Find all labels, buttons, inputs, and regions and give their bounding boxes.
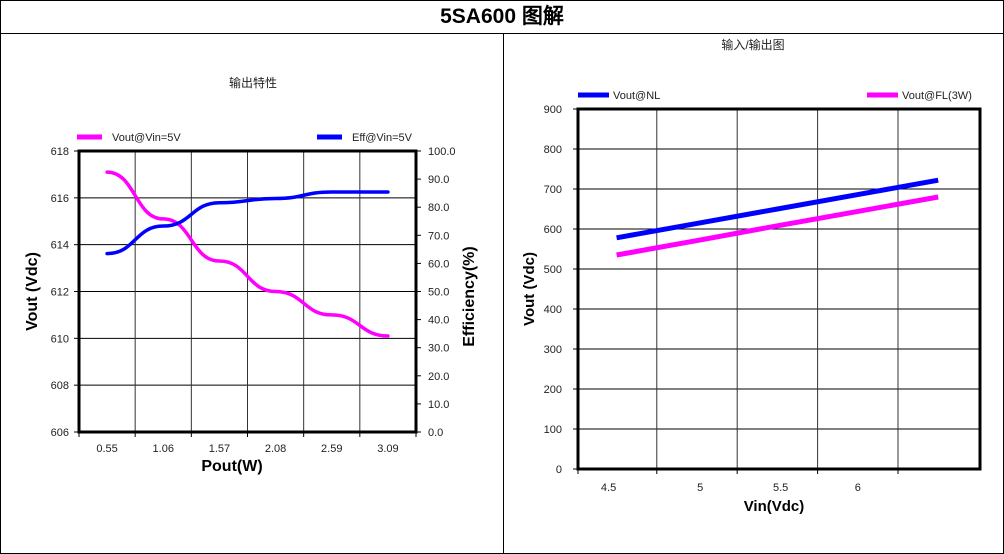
legend-label: Vout@Vin=5V [112,132,181,144]
x-tick-label: 2.59 [321,443,342,455]
x-tick-label: 1.06 [153,443,174,455]
y-tick-label: 900 [544,104,562,116]
y-axis-label: Vout (Vdc) [521,252,538,326]
y-tick-label: 400 [544,304,562,316]
y-tick-label: 616 [51,193,69,205]
y-tick-label: 300 [544,344,562,356]
chart-title: 输出特性 [229,75,277,90]
y-tick-label: 618 [51,146,69,158]
x-axis-label: Vin(Vdc) [744,498,805,515]
y-tick-label: 600 [544,224,562,236]
y-tick-label: 612 [51,287,69,299]
plot-area [576,107,982,471]
legend-label: Eff@Vin=5V [352,132,413,144]
y2-tick-label: 30.0 [428,343,449,355]
y-tick-label: 800 [544,144,562,156]
y2-tick-label: 10.0 [428,399,449,411]
legend-label: Vout@FL(3W) [902,90,972,102]
y-tick-label: 606 [51,427,69,439]
x-tick-label: 1.57 [209,443,230,455]
y2-tick-label: 80.0 [428,202,449,214]
x-tick-label: 3.09 [377,443,398,455]
y-tick-label: 100 [544,424,562,436]
divider [503,34,504,553]
series-line-Vout@Vin=5V [105,170,390,338]
y-axis-label: Vout (Vdc) [24,252,41,331]
legend-label: Vout@NL [613,90,660,102]
y-tick-label: 0 [556,464,562,476]
y2-tick-label: 50.0 [428,287,449,299]
page-title: 5SA600 图解 [1,1,1003,34]
chart-title: 输入/输出图 [721,37,784,52]
x-tick-label: 2.08 [265,443,286,455]
y-tick-label: 700 [544,184,562,196]
y2-tick-label: 0.0 [428,427,443,439]
y2-axis-label: Efficiency(%) [461,246,478,346]
x-tick-label: 4.5 [601,482,616,494]
x-axis-label: Pout(W) [201,458,262,475]
y2-tick-label: 60.0 [428,258,449,270]
y2-tick-label: 20.0 [428,371,449,383]
y2-tick-label: 90.0 [428,174,449,186]
y-tick-label: 500 [544,264,562,276]
x-tick-label: 5.5 [773,482,788,494]
y2-tick-label: 40.0 [428,315,449,327]
x-tick-label: 6 [855,482,861,494]
y-tick-label: 614 [51,240,69,252]
y-tick-label: 610 [51,333,69,345]
y-tick-label: 200 [544,384,562,396]
y2-tick-label: 100.0 [428,146,456,158]
series-line-Eff@Vin=5V [105,190,390,256]
series-line-Vout@FL(3W) [616,194,939,258]
plot-area [77,149,418,434]
x-tick-label: 5 [697,482,703,494]
y2-tick-label: 70.0 [428,230,449,242]
x-tick-label: 0.55 [96,443,117,455]
y-tick-label: 608 [51,380,69,392]
